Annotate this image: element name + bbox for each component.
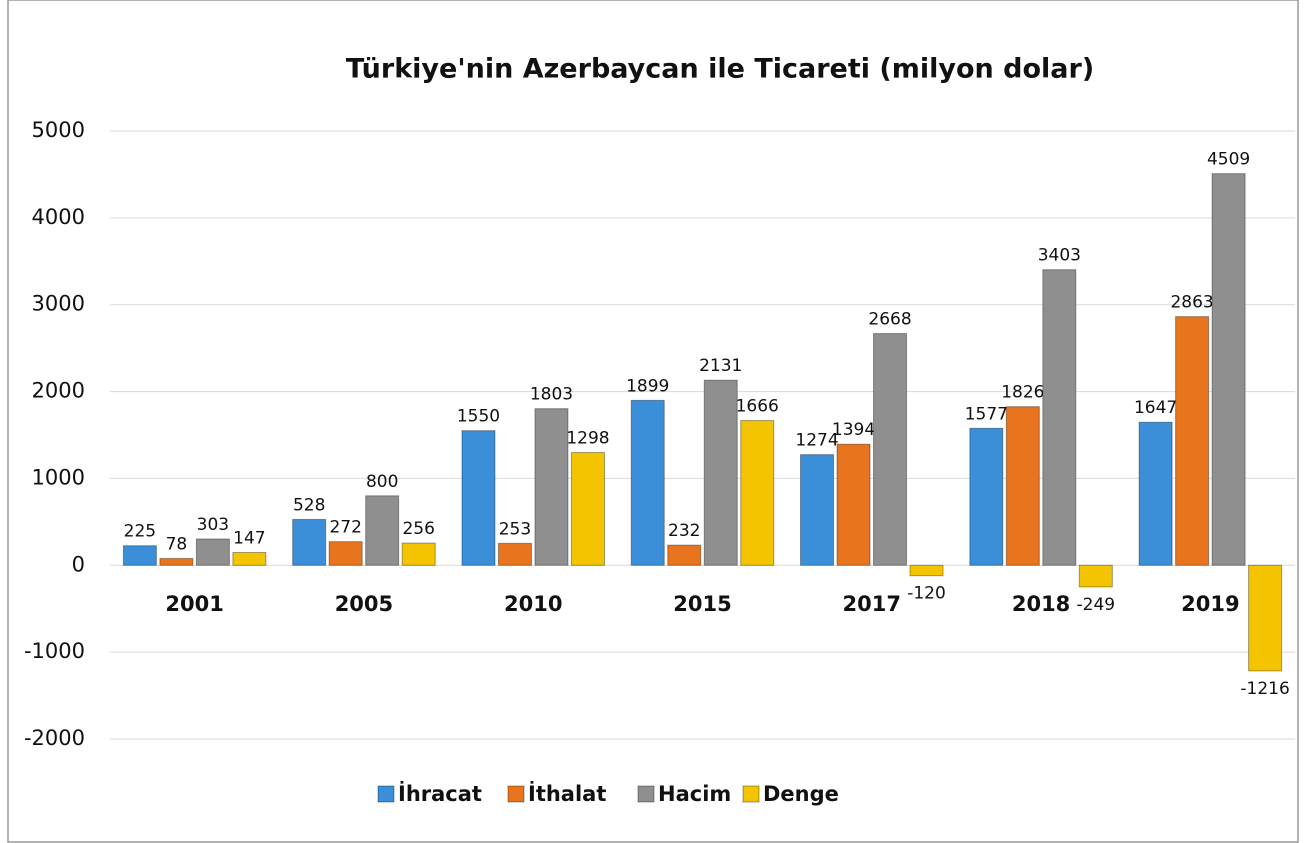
- bar: [703, 379, 738, 566]
- x-tick-label: 2005: [335, 592, 393, 616]
- bar: [365, 495, 400, 566]
- value-label: 253: [499, 519, 531, 539]
- legend-label: İhracat: [398, 781, 482, 806]
- bar: [630, 399, 665, 566]
- value-label: 225: [124, 522, 156, 542]
- bar: [292, 518, 327, 566]
- value-label: 232: [668, 521, 700, 541]
- value-label: 2668: [868, 310, 911, 330]
- bar: [461, 430, 496, 566]
- value-label: 1647: [1134, 398, 1177, 418]
- y-tick-label: 1000: [32, 465, 85, 489]
- chart-title: Türkiye'nin Azerbaycan ile Ticareti (mil…: [346, 54, 1094, 85]
- y-tick-label: 5000: [32, 118, 85, 142]
- y-tick-label: 0: [72, 552, 85, 576]
- legend-label: İthalat: [528, 781, 606, 806]
- bar: [740, 420, 775, 566]
- bar: [122, 545, 157, 566]
- legend-swatch: [637, 785, 655, 803]
- bar: [800, 454, 835, 566]
- bar: [1175, 316, 1210, 566]
- value-label: 78: [166, 535, 188, 555]
- bar: [969, 427, 1004, 566]
- value-label: 2131: [699, 356, 742, 376]
- value-label: 1899: [626, 376, 669, 396]
- value-label: -249: [1077, 595, 1116, 615]
- y-tick-label: 3000: [32, 292, 85, 316]
- y-tick-label: 2000: [32, 379, 85, 403]
- bar: [1005, 406, 1040, 566]
- y-tick-label: 4000: [32, 205, 85, 229]
- bar: [1138, 421, 1173, 566]
- value-label: 147: [233, 529, 265, 549]
- value-label: -120: [907, 584, 946, 604]
- bar: [909, 564, 944, 577]
- x-tick-label: 2017: [843, 592, 901, 616]
- value-label: 303: [197, 515, 229, 535]
- x-tick-label: 2018: [1012, 592, 1070, 616]
- value-label: 2863: [1170, 293, 1213, 313]
- value-label: 256: [402, 519, 434, 539]
- bar: [836, 443, 871, 566]
- x-tick-label: 2010: [504, 592, 562, 616]
- value-label: 1666: [736, 397, 779, 417]
- value-label: 1274: [795, 431, 838, 451]
- value-label: 528: [293, 495, 325, 515]
- bar: [1042, 269, 1077, 566]
- bar: [873, 333, 908, 566]
- bar: [667, 544, 702, 566]
- bar: [497, 542, 532, 566]
- bar: [1248, 564, 1283, 672]
- value-label: -1216: [1240, 679, 1289, 699]
- value-label: 1577: [965, 404, 1008, 424]
- value-label: 272: [329, 518, 361, 538]
- value-label: 1550: [457, 407, 500, 427]
- bar: [534, 408, 569, 566]
- bar: [159, 558, 194, 566]
- bar: [1211, 173, 1246, 566]
- value-label: 4509: [1207, 150, 1250, 170]
- bar: [328, 541, 363, 566]
- y-tick-label: -1000: [24, 639, 85, 663]
- y-tick-label: -2000: [24, 726, 85, 750]
- value-label: 1826: [1001, 383, 1044, 403]
- bar: [232, 552, 267, 566]
- legend-label: Hacim: [658, 782, 731, 806]
- value-label: 1394: [832, 420, 875, 440]
- value-label: 1803: [530, 385, 573, 405]
- bar: [195, 538, 230, 566]
- x-tick-label: 2019: [1181, 592, 1239, 616]
- value-label: 1298: [566, 429, 609, 449]
- legend-swatch: [507, 785, 525, 803]
- legend-label: Denge: [763, 782, 839, 806]
- legend-swatch: [742, 785, 760, 803]
- legend-swatch: [377, 785, 395, 803]
- bar: [570, 452, 605, 566]
- value-label: 800: [366, 472, 398, 492]
- x-tick-label: 2015: [673, 592, 731, 616]
- bar: [401, 542, 436, 566]
- value-label: 3403: [1038, 246, 1081, 266]
- x-tick-label: 2001: [165, 592, 223, 616]
- bar: [1078, 564, 1113, 588]
